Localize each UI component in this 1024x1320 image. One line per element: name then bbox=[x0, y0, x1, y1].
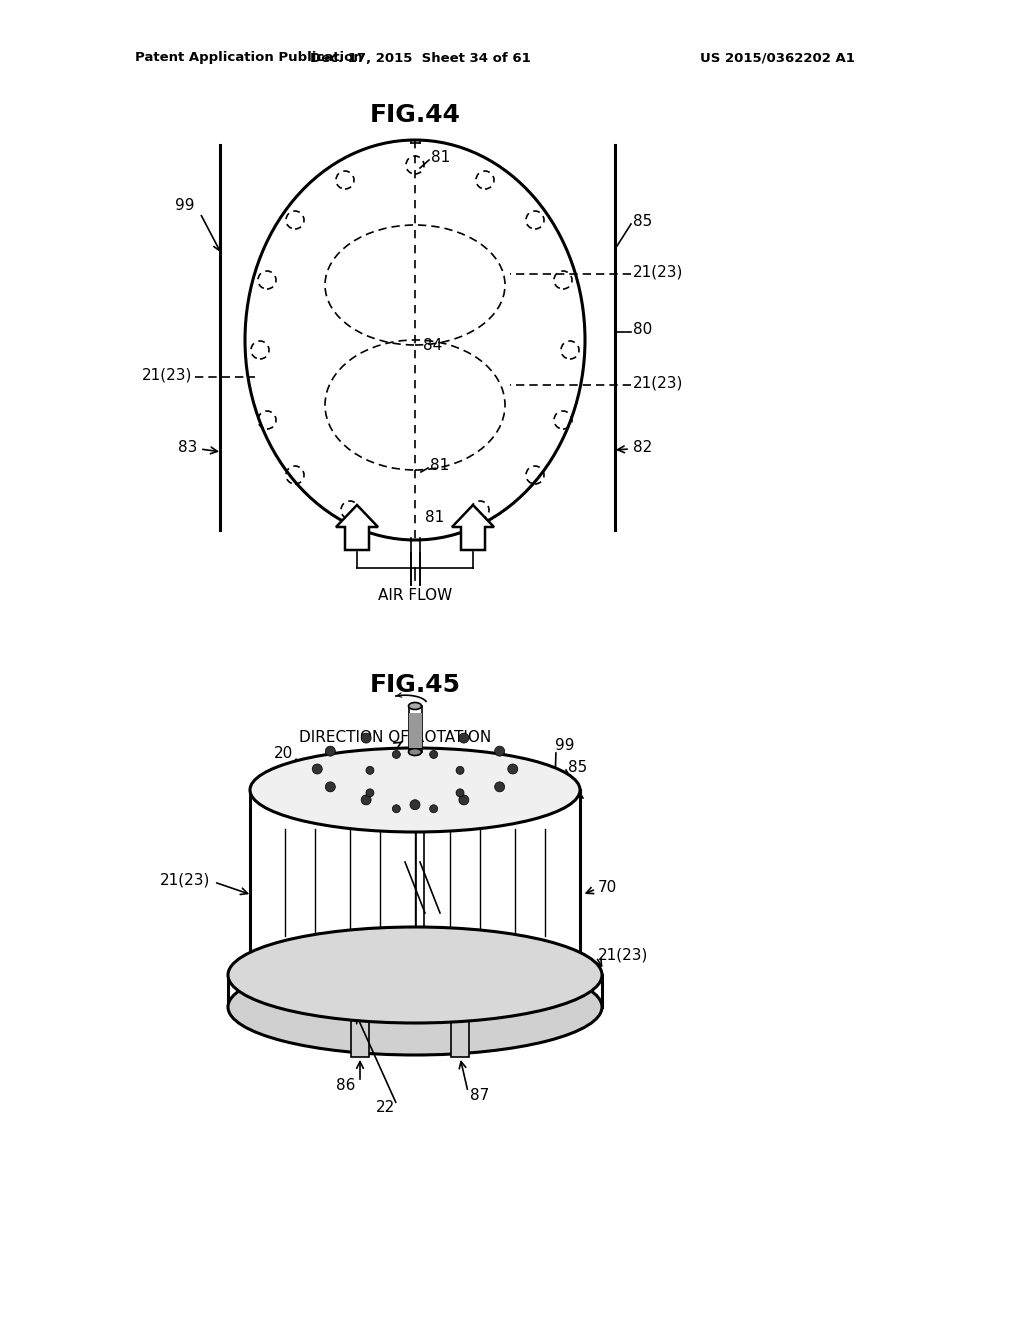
Circle shape bbox=[508, 764, 518, 774]
Text: 81: 81 bbox=[431, 149, 451, 165]
Text: 22: 22 bbox=[376, 1101, 395, 1115]
Text: 81: 81 bbox=[430, 458, 450, 473]
Circle shape bbox=[410, 800, 420, 809]
Circle shape bbox=[430, 751, 437, 759]
Text: 20: 20 bbox=[273, 746, 293, 760]
Text: Patent Application Publication: Patent Application Publication bbox=[135, 51, 362, 65]
Circle shape bbox=[326, 781, 335, 792]
Text: Dec. 17, 2015  Sheet 34 of 61: Dec. 17, 2015 Sheet 34 of 61 bbox=[309, 51, 530, 65]
Circle shape bbox=[456, 767, 464, 775]
Circle shape bbox=[312, 764, 323, 774]
Text: AIR FLOW: AIR FLOW bbox=[378, 589, 453, 603]
Circle shape bbox=[430, 805, 437, 813]
Bar bbox=[409, 713, 422, 748]
Ellipse shape bbox=[250, 748, 580, 832]
Text: 84: 84 bbox=[423, 338, 442, 352]
Circle shape bbox=[361, 795, 371, 805]
Text: 87: 87 bbox=[470, 1088, 489, 1102]
Ellipse shape bbox=[409, 748, 422, 755]
Text: 85: 85 bbox=[633, 214, 652, 230]
Text: 70: 70 bbox=[598, 879, 617, 895]
Text: 21(23): 21(23) bbox=[141, 367, 193, 383]
Bar bbox=[451, 1007, 469, 1057]
Circle shape bbox=[392, 751, 400, 759]
Text: FIG.44: FIG.44 bbox=[370, 103, 461, 127]
Text: 21(23): 21(23) bbox=[633, 264, 683, 280]
Text: 21(23): 21(23) bbox=[633, 375, 683, 391]
Circle shape bbox=[366, 789, 374, 797]
Circle shape bbox=[366, 767, 374, 775]
Circle shape bbox=[459, 733, 469, 743]
Circle shape bbox=[456, 789, 464, 797]
Text: DIRECTION OF ROTATION: DIRECTION OF ROTATION bbox=[299, 730, 492, 744]
Text: US 2015/0362202 A1: US 2015/0362202 A1 bbox=[700, 51, 855, 65]
Polygon shape bbox=[452, 506, 494, 550]
Polygon shape bbox=[336, 506, 378, 550]
Bar bbox=[351, 1007, 369, 1057]
Text: 89: 89 bbox=[435, 771, 455, 785]
Text: 88: 88 bbox=[440, 953, 459, 968]
Ellipse shape bbox=[228, 927, 602, 1023]
Circle shape bbox=[495, 746, 505, 756]
Circle shape bbox=[410, 729, 420, 738]
Ellipse shape bbox=[228, 960, 602, 1055]
Text: 82: 82 bbox=[633, 440, 652, 454]
Circle shape bbox=[392, 805, 400, 813]
Circle shape bbox=[459, 795, 469, 805]
Text: 86: 86 bbox=[336, 1077, 355, 1093]
Circle shape bbox=[361, 733, 371, 743]
Text: 85: 85 bbox=[568, 760, 587, 776]
Text: 21(23): 21(23) bbox=[160, 873, 210, 887]
Text: 80: 80 bbox=[633, 322, 652, 338]
Circle shape bbox=[326, 746, 335, 756]
Circle shape bbox=[495, 781, 505, 792]
Ellipse shape bbox=[409, 702, 422, 710]
Text: 21(23): 21(23) bbox=[598, 948, 648, 962]
Ellipse shape bbox=[250, 933, 580, 1016]
Text: 99: 99 bbox=[555, 738, 574, 752]
Text: 84: 84 bbox=[329, 772, 348, 788]
Text: 81: 81 bbox=[425, 511, 444, 525]
Text: FIG.45: FIG.45 bbox=[370, 673, 461, 697]
Text: 99: 99 bbox=[175, 198, 195, 213]
Text: 83: 83 bbox=[177, 440, 197, 454]
